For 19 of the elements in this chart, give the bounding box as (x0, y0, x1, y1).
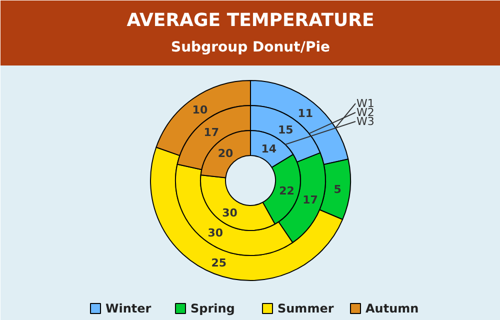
chart-subtitle: Subgroup Donut/Pie (170, 40, 330, 56)
data-label: 17 (204, 126, 220, 140)
data-label: 11 (298, 106, 314, 120)
chart-title: AVERAGE TEMPERATURE (126, 10, 374, 31)
data-label: 17 (302, 193, 318, 206)
legend-label: Spring (190, 302, 235, 316)
legend-label: Winter (106, 302, 152, 316)
slice-label: W3 (356, 115, 374, 128)
data-label: 10 (192, 104, 208, 117)
data-label: 30 (222, 206, 238, 220)
data-label: 20 (218, 147, 234, 160)
data-label: 25 (211, 256, 227, 270)
data-label: 30 (208, 226, 224, 240)
data-label: 22 (279, 184, 294, 198)
legend-label: Autumn (366, 302, 419, 316)
data-label: 5 (334, 183, 342, 196)
legend-label: Summer (278, 302, 334, 316)
data-label: 14 (261, 142, 277, 156)
data-label: 15 (278, 123, 294, 136)
